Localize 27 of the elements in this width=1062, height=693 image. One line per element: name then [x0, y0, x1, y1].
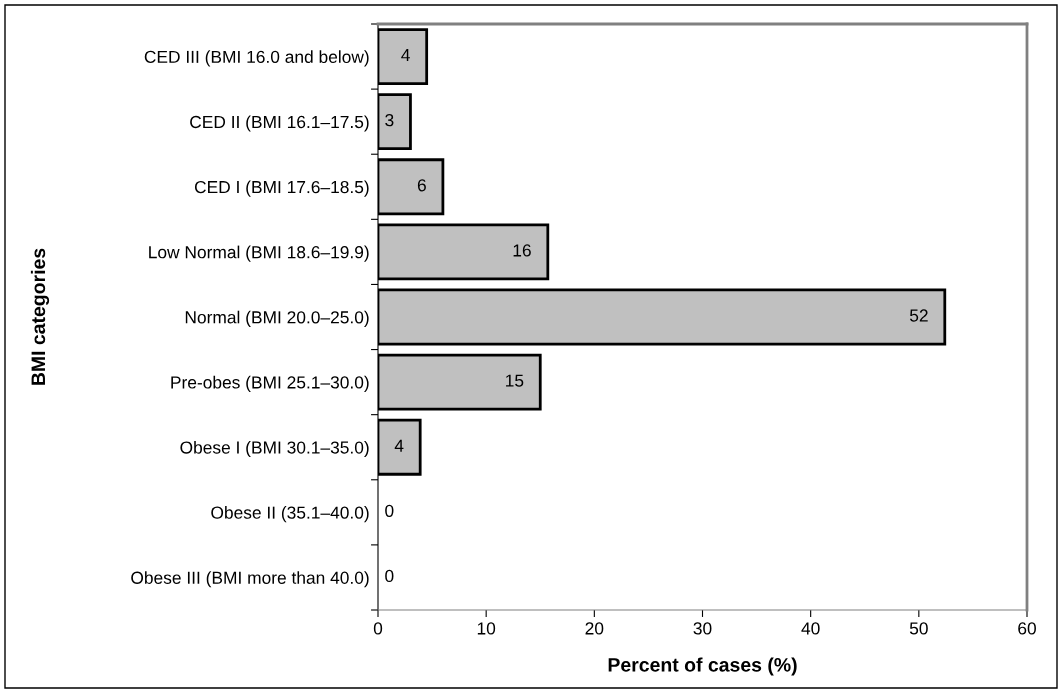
y-tick-label: Low Normal (BMI 18.6–19.9)	[149, 245, 369, 262]
y-tick-label: Pre-obes (BMI 25.1–30.0)	[171, 375, 369, 392]
x-axis-title: Percent of cases (%)	[608, 657, 797, 676]
y-axis-title: BMI categories	[30, 248, 50, 385]
data-label: 15	[506, 374, 524, 387]
x-tick-label: 50	[909, 622, 928, 635]
data-label: 3	[385, 114, 394, 127]
data-label: 52	[909, 309, 928, 322]
y-tick-label: CED III (BMI 16.0 and below)	[144, 50, 369, 67]
x-tick-label: 10	[477, 622, 496, 635]
data-label: 16	[513, 244, 531, 257]
data-label: 0	[385, 569, 394, 583]
y-tick-label: Obese II (35.1–40.0)	[211, 506, 369, 523]
y-tick-label: CED I (BMI 17.6–18.5)	[194, 180, 369, 197]
y-tick-label: Obese I (BMI 30.1–35.0)	[180, 440, 369, 458]
y-tick-label: CED II (BMI 16.1–17.5)	[190, 115, 369, 132]
x-tick-label: 40	[801, 622, 820, 635]
x-tick-label: 0	[373, 622, 383, 635]
x-tick-label: 20	[585, 622, 604, 635]
data-label: 0	[385, 504, 394, 517]
x-tick-label: 60	[1018, 622, 1036, 635]
x-tick-label: 30	[693, 622, 712, 635]
data-label: 6	[417, 179, 426, 192]
data-label: 4	[394, 439, 404, 452]
y-tick-label: Normal (BMI 20.0–25.0)	[185, 310, 369, 327]
y-tick-label: Obese III (BMI more than 40.0)	[131, 571, 369, 588]
data-label: 4	[401, 49, 410, 62]
